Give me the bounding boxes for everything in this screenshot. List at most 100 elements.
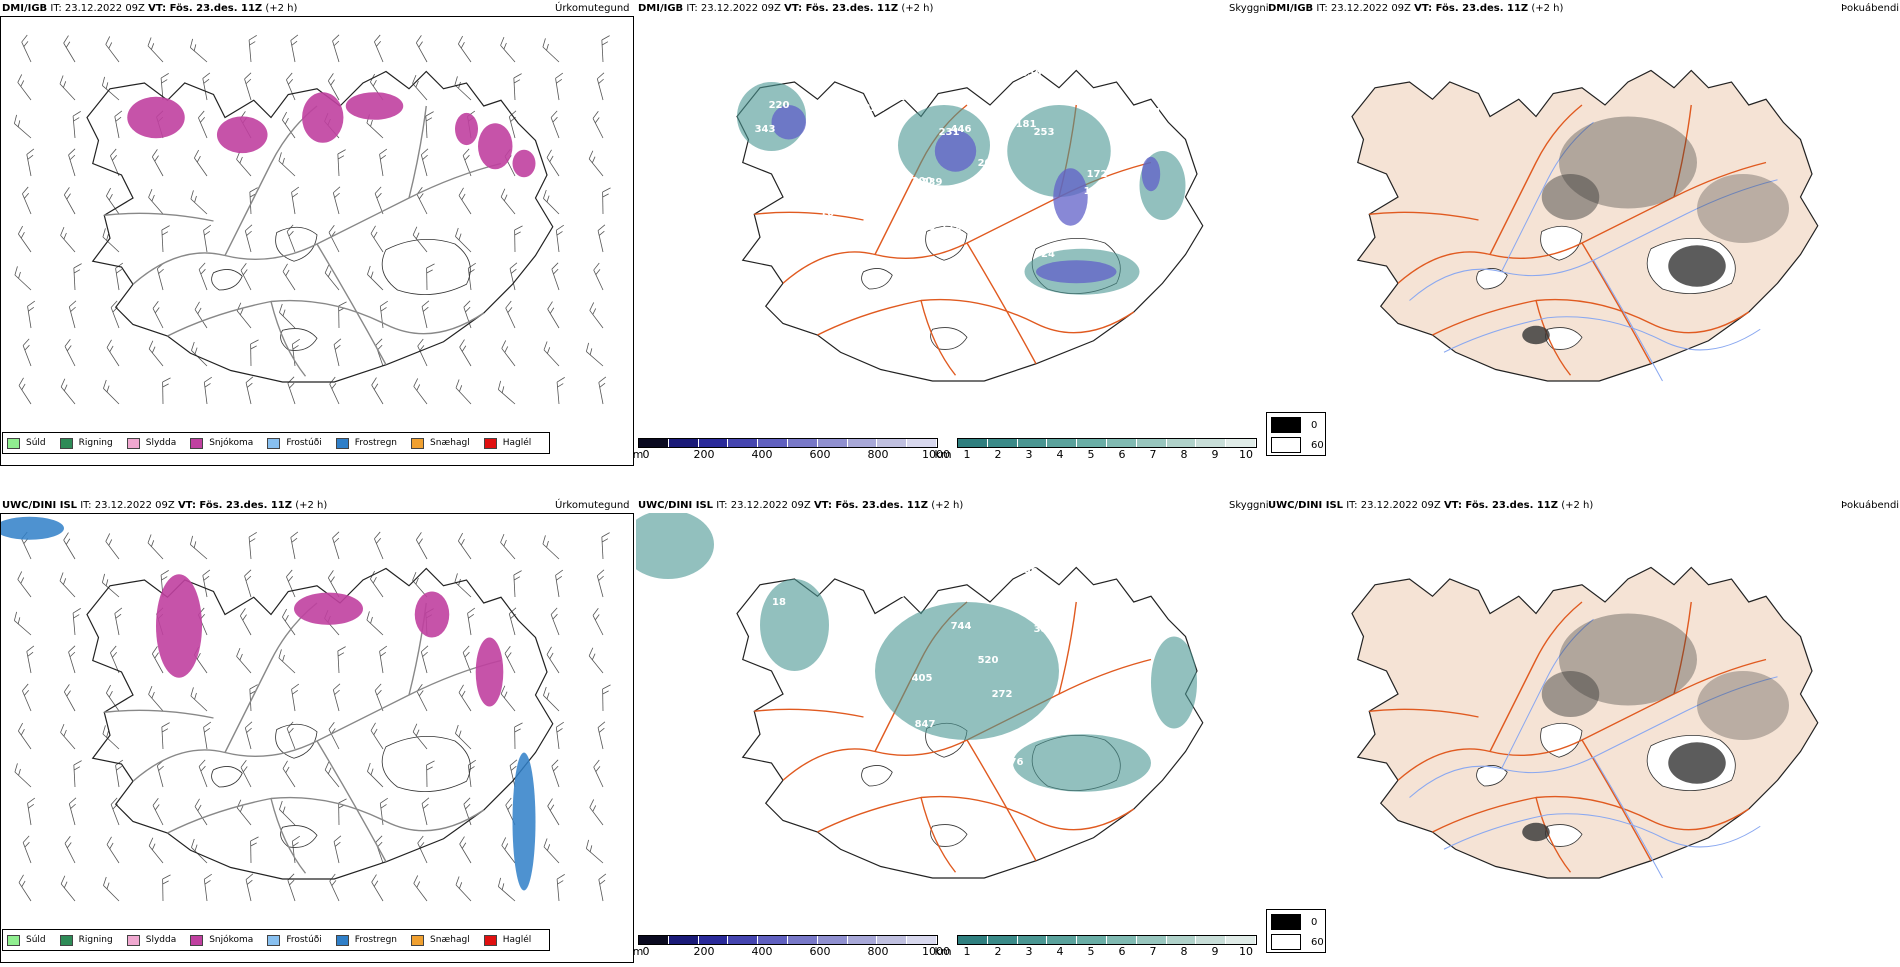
scale-tick: 7 — [1150, 448, 1157, 461]
scale-step — [1196, 439, 1226, 447]
wind-barb — [22, 339, 39, 366]
road — [168, 798, 484, 833]
scale-step — [788, 936, 818, 944]
model-name: UWC/DINI ISL — [638, 500, 713, 511]
legend-item: Frostregn — [336, 438, 397, 449]
cloud-height-label: 117 — [1084, 186, 1105, 197]
scale-step — [669, 439, 699, 447]
wind-barb — [146, 686, 169, 711]
wind-barb — [156, 263, 170, 290]
wind-barb — [540, 38, 564, 62]
legend-swatch — [127, 935, 140, 946]
fog-panel: DMI/IGB IT: 23.12.2022 09Z VT: Fös. 23.d… — [1266, 0, 1900, 470]
wind-barb — [62, 36, 82, 62]
scale-step — [1047, 936, 1077, 944]
init-time: IT: 23.12.2022 09Z — [716, 500, 811, 511]
scale-unit: km — [934, 448, 951, 461]
panel-title: UWC/DINI ISL IT: 23.12.2022 09Z VT: Fös.… — [1268, 500, 1593, 511]
wind-barb — [150, 149, 170, 176]
glacier-outline — [931, 328, 967, 350]
cloud-area — [1151, 637, 1197, 729]
wind-barb — [145, 38, 169, 62]
frostregn-area — [0, 517, 64, 540]
scale-tick: 6 — [1119, 945, 1126, 958]
wind-barb — [427, 264, 435, 290]
legend-swatch — [484, 935, 497, 946]
cloud-height-label: 181 — [1016, 119, 1037, 130]
wind-barb — [63, 339, 82, 366]
wind-barb — [249, 35, 259, 62]
scale-step — [958, 439, 988, 447]
legend-item: Snjókoma — [190, 935, 253, 946]
legend-swatch — [7, 935, 20, 946]
scale-step — [758, 439, 788, 447]
legend-swatch — [336, 935, 349, 946]
wind-barb — [15, 571, 37, 597]
wind-barb — [162, 723, 171, 749]
cloud-panel: DMI/IGB IT: 23.12.2022 09Z VT: Fös. 23.d… — [636, 0, 1266, 470]
wind-barb — [421, 301, 435, 328]
wind-barb — [426, 112, 435, 138]
scale-tick: 9 — [1212, 945, 1219, 958]
glacier-outline — [382, 736, 470, 791]
wind-barb — [339, 799, 347, 825]
cloud-height-label: 24 — [1041, 249, 1055, 260]
cloud-height-label: 53 — [800, 690, 814, 701]
fog-legend-label: 60 — [1311, 440, 1324, 451]
wind-barb — [458, 837, 478, 863]
legend-item: Frostúði — [267, 935, 321, 946]
wind-barb — [104, 188, 125, 214]
wind-barb — [555, 73, 567, 100]
legend-label: Snæhagl — [430, 438, 470, 448]
cloud-map[interactable]: 2002004466002772531493721172335561882203… — [636, 16, 1266, 431]
fog-area — [1668, 742, 1726, 783]
wind-barb — [109, 149, 127, 176]
wind-barb — [587, 799, 609, 825]
wind-barb — [410, 75, 433, 100]
frostregn-area — [513, 753, 536, 891]
wind-barb — [515, 723, 523, 749]
wind-barb — [245, 874, 259, 901]
snow-area — [415, 592, 450, 638]
wind-barb — [290, 532, 303, 559]
scale-bar — [957, 935, 1257, 945]
wind-barb — [545, 647, 566, 673]
fog-map[interactable] — [1266, 16, 1900, 416]
cloud-area — [636, 513, 714, 579]
precip-type-map[interactable] — [0, 513, 634, 963]
wind-barb — [187, 536, 212, 559]
legend-item: Súld — [7, 438, 46, 449]
iceland-map — [737, 71, 1203, 382]
wind-barb — [603, 685, 611, 711]
wind-barb — [557, 377, 567, 404]
precip-type-map[interactable] — [0, 16, 634, 466]
panel-title: DMI/IGB IT: 23.12.2022 09Z VT: Fös. 23.d… — [1268, 3, 1563, 14]
fog-panel: UWC/DINI ISL IT: 23.12.2022 09Z VT: Fös.… — [1266, 497, 1900, 967]
wind-barb — [74, 264, 83, 290]
scale-step — [699, 936, 729, 944]
wind-barb — [245, 377, 259, 404]
snow-area — [302, 92, 343, 143]
wind-barb — [503, 646, 522, 673]
wind-barb — [546, 302, 566, 328]
legend-item: Slydda — [127, 935, 176, 946]
wind-barb — [243, 73, 258, 100]
fog-map[interactable] — [1266, 513, 1900, 913]
wind-barb — [457, 188, 478, 214]
legend-swatch — [267, 935, 280, 946]
wind-barb — [368, 571, 389, 597]
snow-area — [476, 638, 504, 707]
glacier-outline — [212, 269, 243, 290]
panel-title: UWC/DINI ISL IT: 23.12.2022 09Z VT: Fös.… — [2, 500, 327, 511]
scale-tick: 4 — [1057, 945, 1064, 958]
wind-barb — [287, 874, 303, 901]
legend-swatch — [60, 438, 73, 449]
low-cloud-area — [1036, 260, 1117, 283]
wind-barb — [331, 35, 346, 62]
wind-barb — [453, 725, 477, 749]
glacier-outline — [862, 765, 893, 786]
wind-barb — [280, 112, 301, 138]
